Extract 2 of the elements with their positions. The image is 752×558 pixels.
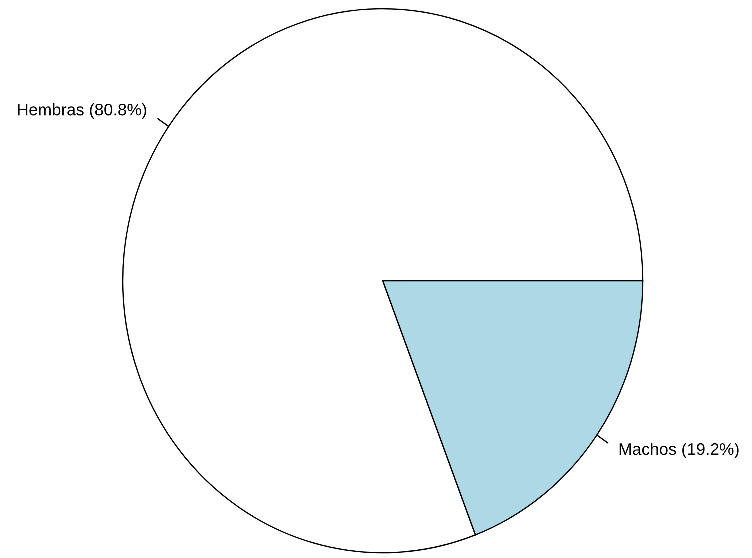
- slice-label: Hembras (80.8%): [18, 104, 146, 120]
- slice-label: Machos (19.2%): [620, 442, 739, 458]
